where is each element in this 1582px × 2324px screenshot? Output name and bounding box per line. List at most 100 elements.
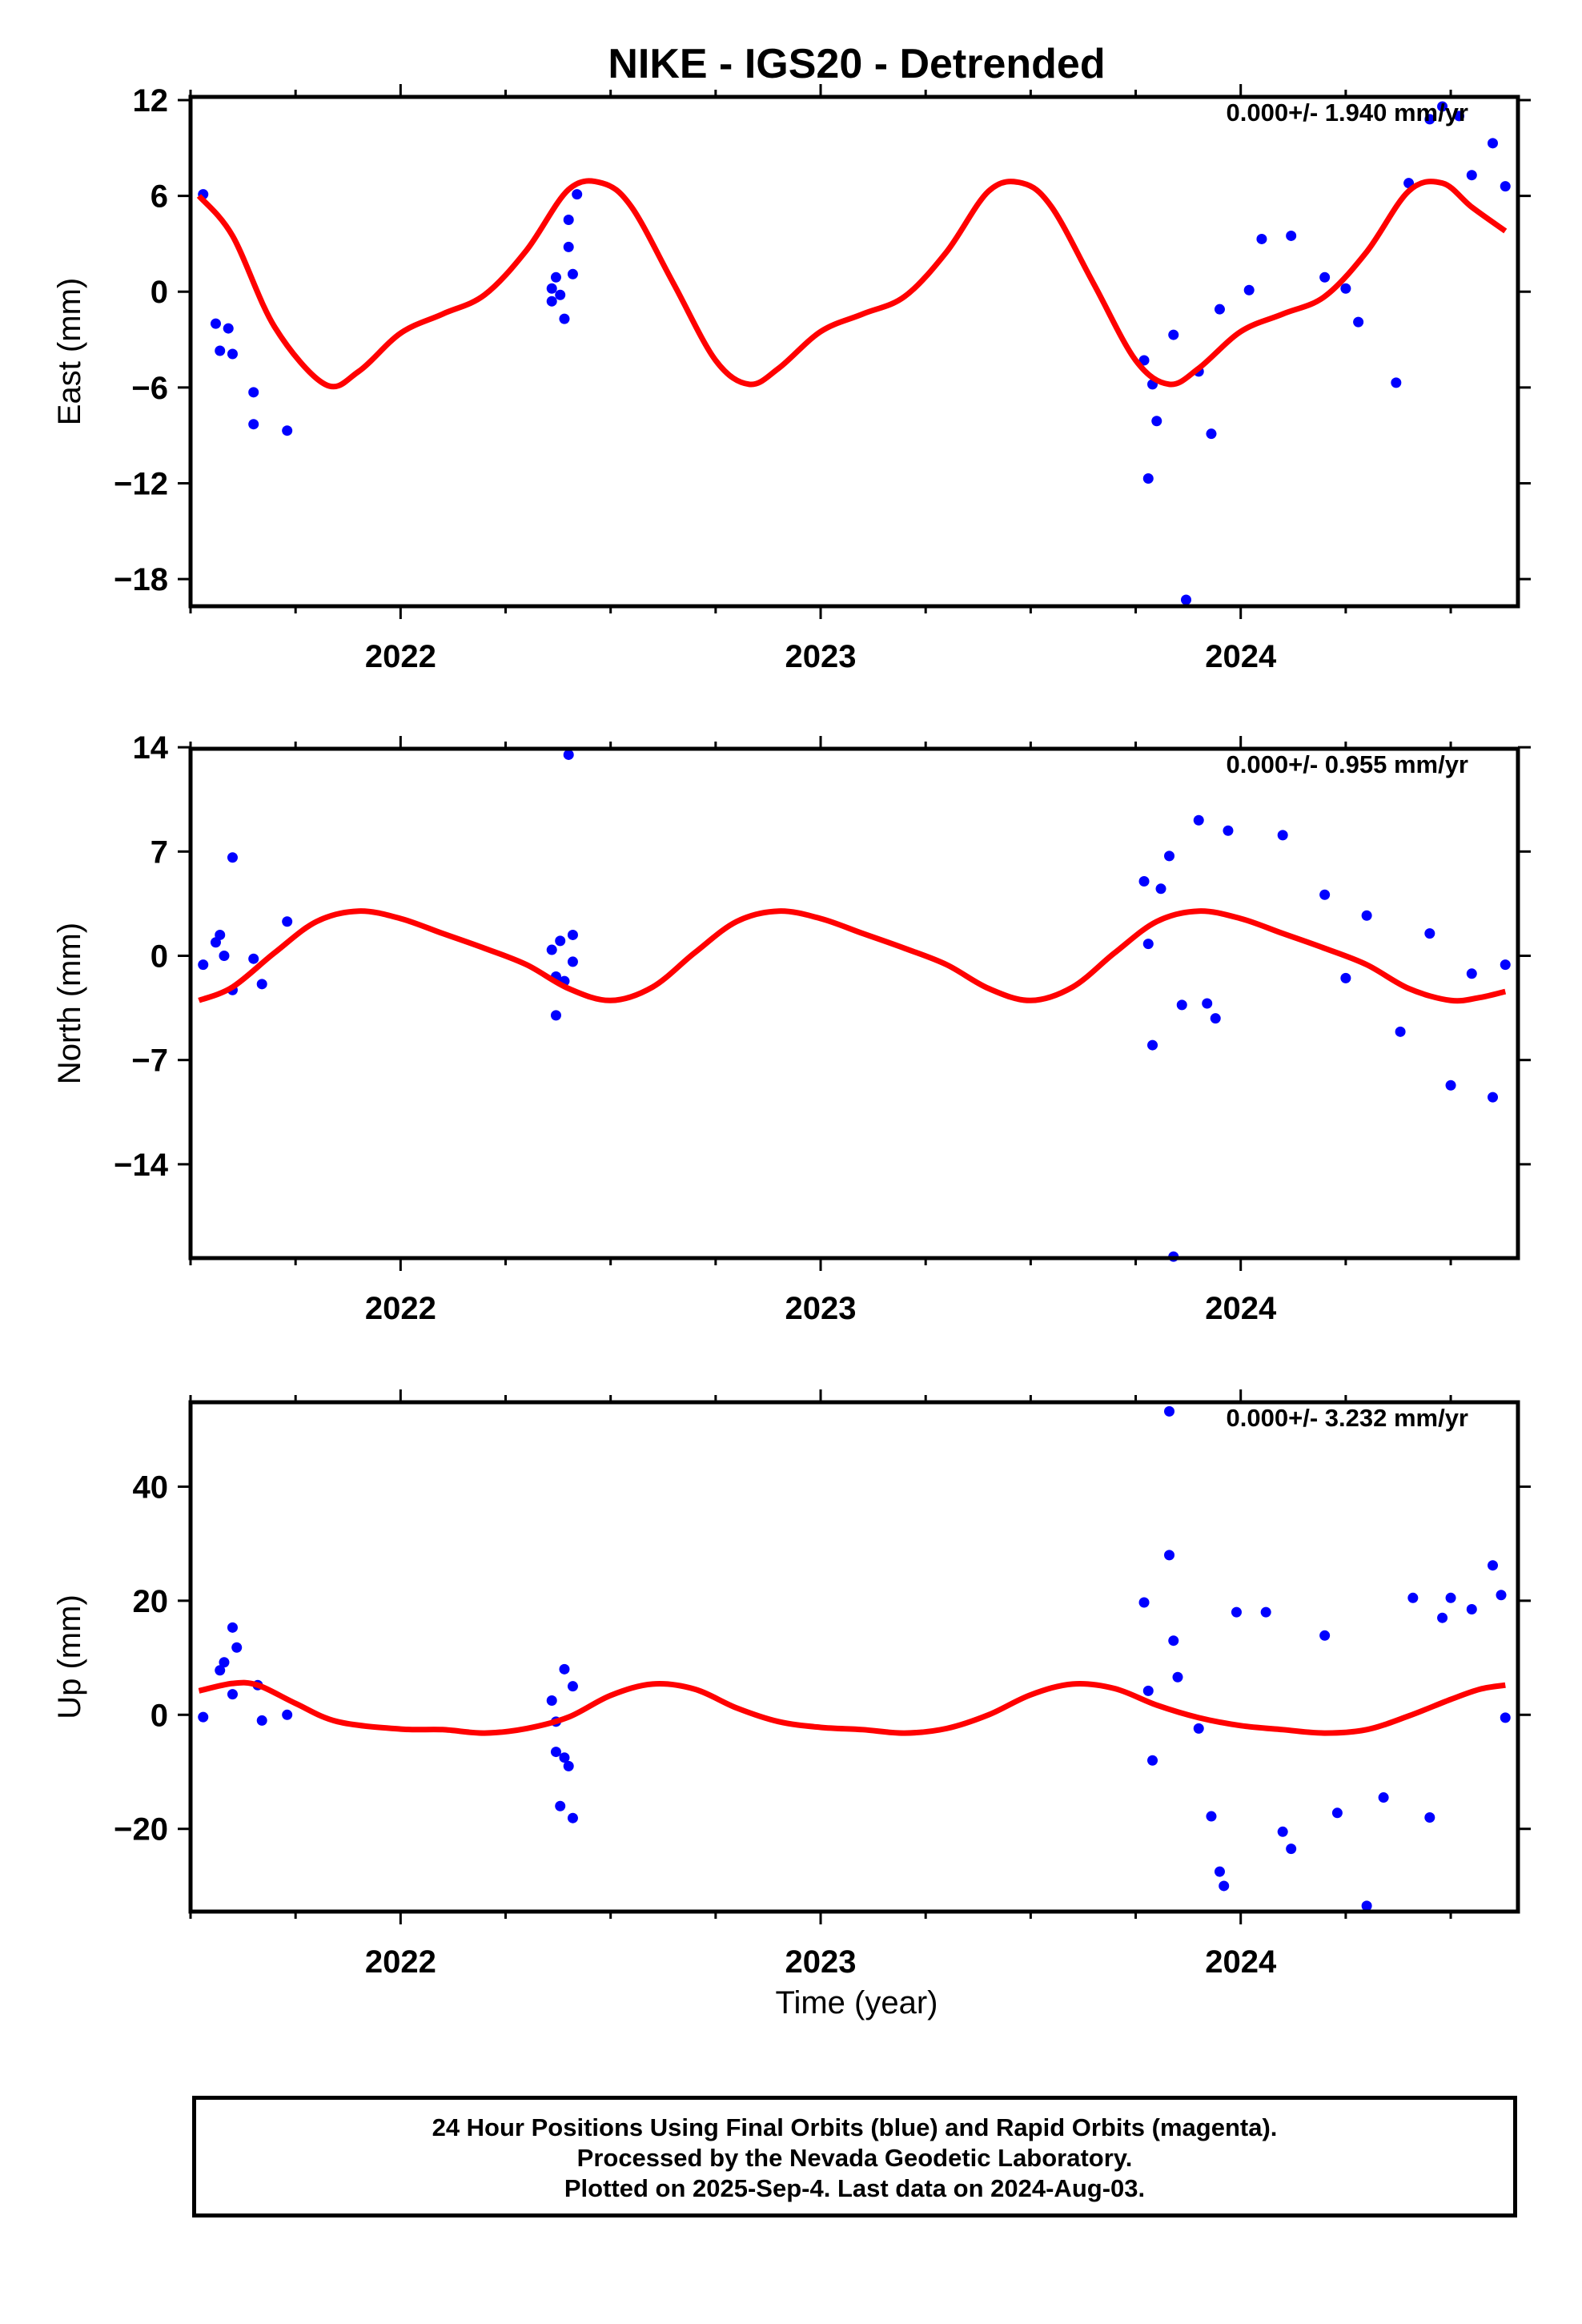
series-final-orbits [198,749,1511,1262]
data-point [1424,114,1435,125]
data-point [223,323,234,334]
y-axis-label: East (mm) [52,278,87,425]
series-final-orbits [198,1405,1511,1912]
data-point [567,929,578,940]
y-tick-label: −7 [131,1043,168,1079]
data-point [1424,928,1435,939]
data-point [555,935,566,947]
model-curve [196,178,1508,390]
y-tick-label: 20 [133,1584,169,1619]
data-point [1138,1597,1150,1608]
data-point [563,749,574,760]
rate-annotation: 0.000+/- 3.232 mm/yr [1227,1404,1468,1432]
data-point [215,929,226,940]
data-point [546,296,557,307]
x-tick-label: 2024 [1205,1944,1277,1980]
data-point [1206,428,1217,440]
data-point [559,1663,570,1675]
data-point [555,289,566,300]
data-point [1147,1755,1158,1766]
data-point [572,189,583,200]
panel-up: 2022 2023 2024 40 20 0 −20 Up (mm) 0.000+/- 3.23… [52,1389,1531,1980]
plot-area [198,1405,1511,1912]
data-point [1210,1013,1221,1024]
y-tick-label: 12 [133,83,169,119]
model-curve [198,1679,1506,1736]
data-point [559,1752,570,1763]
data-point [1142,939,1154,950]
data-point [198,1711,209,1723]
data-point [1466,1604,1477,1615]
data-point [1214,1866,1225,1877]
data-point [563,1760,574,1771]
data-point [1256,233,1267,244]
data-point [1138,876,1150,887]
data-point [1151,416,1162,427]
data-point [1243,284,1255,296]
y-tick-label: −20 [114,1812,168,1848]
y-tick-label: 14 [133,730,169,766]
data-point [559,313,570,324]
data-point [282,1709,293,1720]
data-point [563,215,574,226]
x-tick-label: 2022 [365,639,436,674]
data-point [1206,1811,1217,1822]
caption-box: 24 Hour Positions Using Final Orbits (bl… [192,2096,1517,2217]
data-point [215,345,226,356]
data-point [1500,181,1511,192]
data-point [1361,1900,1372,1912]
data-point [1286,230,1297,241]
panel-east: 2022 2023 2024 12 6 0 −6 −12 −18 East (mm) 0.000+/… [52,83,1531,674]
x-tick-label: 2023 [785,639,857,674]
data-point [546,944,557,955]
data-point [1202,998,1213,1009]
data-point [1466,968,1477,979]
data-point [1378,1792,1389,1803]
y-axis-label: North (mm) [52,923,87,1084]
data-point [1340,972,1351,983]
y-tick-label: 0 [151,1698,168,1733]
data-point [1260,1606,1271,1618]
data-point [231,1642,243,1653]
data-point [227,852,238,863]
caption-line-2: Processed by the Nevada Geodetic Laborat… [576,2144,1133,2172]
y-axis-label: Up (mm) [52,1594,87,1719]
data-point [1437,1612,1448,1623]
data-point [563,241,574,252]
x-tick-label: 2022 [365,1944,436,1980]
panel-north: 2022 2023 2024 14 7 0 −7 −14 North (mm) 0.000+/- … [52,730,1531,1326]
plot-frame [188,746,1520,1261]
x-axis-label: Time (year) [776,1985,938,2020]
data-point [282,425,293,436]
data-point [1164,850,1175,862]
data-point [1454,111,1465,122]
data-point [1466,170,1477,181]
data-point [1445,1592,1456,1603]
rate-annotation: 0.000+/- 1.940 mm/yr [1227,99,1468,127]
data-point [567,956,578,967]
data-point [219,1657,230,1668]
data-point [1219,1880,1230,1892]
x-tick-label: 2023 [785,1291,857,1326]
data-point [1172,1671,1183,1683]
data-point [1164,1405,1175,1417]
data-point [1223,825,1234,836]
data-point [1142,1685,1154,1696]
data-point [1168,1635,1179,1647]
data-point [1395,1026,1406,1037]
data-point [1437,101,1448,112]
caption-line-3: Plotted on 2025-Sep-4. Last data on 2024… [564,2174,1146,2202]
y-tick-label: 0 [151,275,168,310]
x-minor-ticks [189,1389,1452,1924]
x-tick-label: 2022 [365,1291,436,1326]
data-point [1193,1723,1204,1734]
data-point [1488,1092,1499,1103]
data-point [215,1665,226,1676]
y-tick-label: 6 [151,179,168,215]
data-point [1193,814,1204,826]
data-point [567,1681,578,1692]
data-point [210,318,221,329]
y-tick-label: −18 [114,562,168,597]
caption-line-1: 24 Hour Positions Using Final Orbits (bl… [432,2113,1278,2141]
data-point [248,387,259,398]
